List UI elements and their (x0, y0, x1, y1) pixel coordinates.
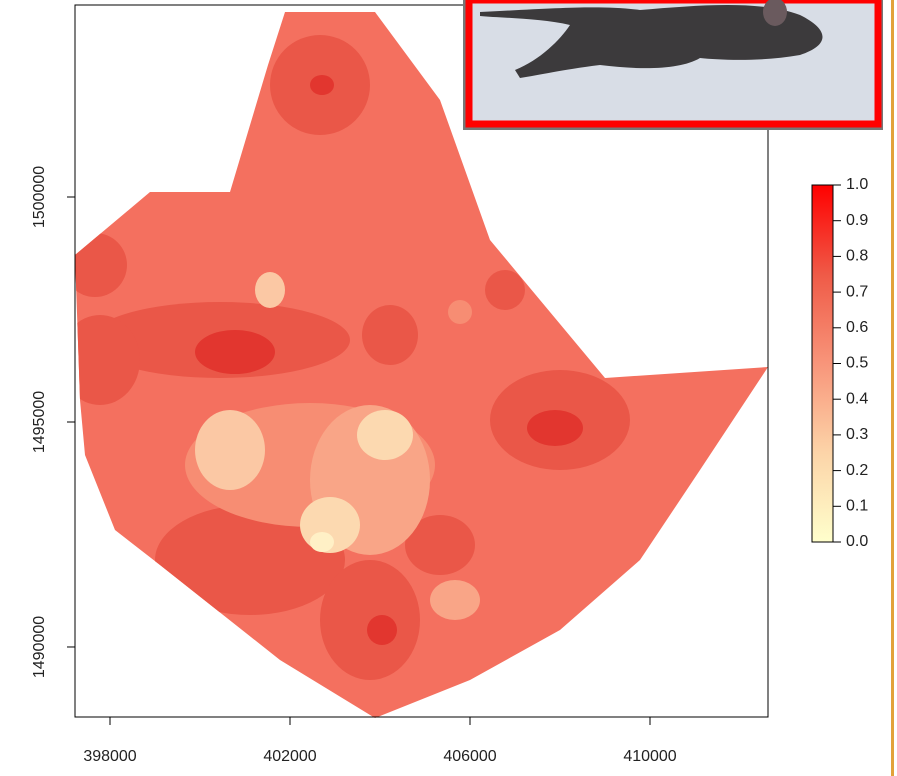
colorbar-tick-label: 0.3 (846, 426, 868, 443)
y-tick-label: 1495000 (31, 391, 48, 453)
colorbar: 0.0 0.1 0.2 0.3 0.4 0.5 0.6 0.7 0.8 0.9 1.0 (812, 176, 868, 550)
colorbar-tick-label: 0.0 (846, 533, 868, 550)
x-tick-label: 406000 (443, 748, 496, 765)
colorbar-tick-label: 0.9 (846, 212, 868, 229)
chart: 0.0 0.1 0.2 0.3 0.4 0.5 0.6 0.7 0.8 0.9 1.0 398000… (0, 0, 897, 776)
colorbar-tick-label: 0.1 (846, 498, 868, 515)
x-tick-label: 398000 (83, 748, 136, 765)
colorbar-scale (812, 185, 833, 542)
colorbar-tick-label: 0.2 (846, 462, 868, 479)
colorbar-tick-label: 0.7 (846, 283, 868, 300)
y-tick-label: 1490000 (31, 616, 48, 678)
x-tick-label: 410000 (623, 748, 676, 765)
colorbar-tick-label: 0.6 (846, 319, 868, 336)
photo-inset (463, 0, 883, 130)
colorbar-tick-label: 1.0 (846, 176, 868, 193)
page-edge (891, 0, 894, 776)
colorbar-tick-label: 0.4 (846, 390, 868, 407)
colorbar-tick-label: 0.5 (846, 355, 868, 372)
y-tick-label: 1500000 (31, 166, 48, 228)
x-tick-label: 402000 (263, 748, 316, 765)
colorbar-tick-label: 0.8 (846, 248, 868, 265)
